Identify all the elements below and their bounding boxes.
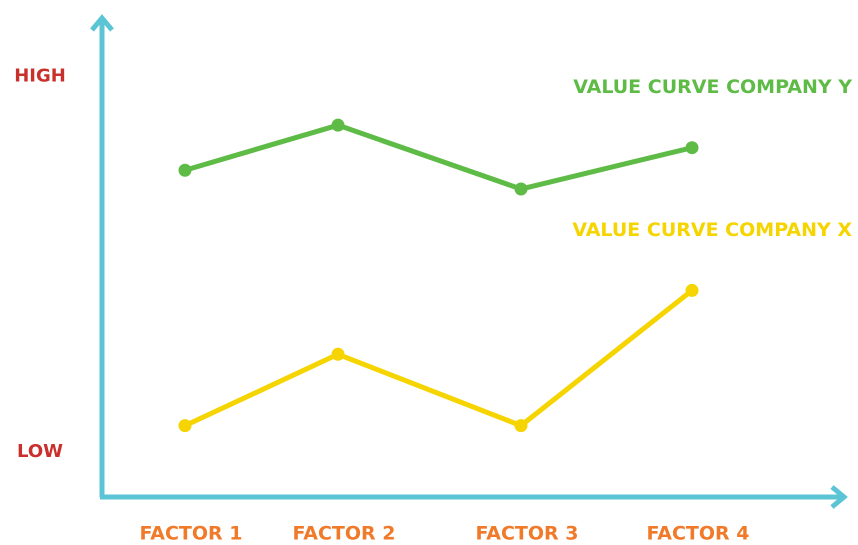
data-point <box>685 141 699 155</box>
series-label: VALUE CURVE COMPANY Y <box>573 76 852 98</box>
data-point <box>514 419 528 433</box>
series-line <box>184 122 693 192</box>
axes <box>90 14 848 509</box>
data-point <box>331 347 345 361</box>
data-point <box>331 118 345 132</box>
x-tick-label: FACTOR 2 <box>292 523 395 545</box>
series-label: VALUE CURVE COMPANY X <box>572 219 852 241</box>
data-point <box>178 163 192 177</box>
series-line <box>183 288 694 429</box>
y-tick-label: LOW <box>17 441 63 462</box>
x-tick-label: FACTOR 1 <box>139 523 242 545</box>
data-point <box>514 182 528 196</box>
data-point <box>178 419 192 433</box>
x-axis-arrow <box>830 485 848 509</box>
y-axis-arrow <box>90 14 114 32</box>
x-tick-label: FACTOR 3 <box>475 523 578 545</box>
x-tick-label: FACTOR 4 <box>646 523 749 545</box>
y-tick-label: HIGH <box>14 65 66 86</box>
data-point <box>685 283 699 297</box>
